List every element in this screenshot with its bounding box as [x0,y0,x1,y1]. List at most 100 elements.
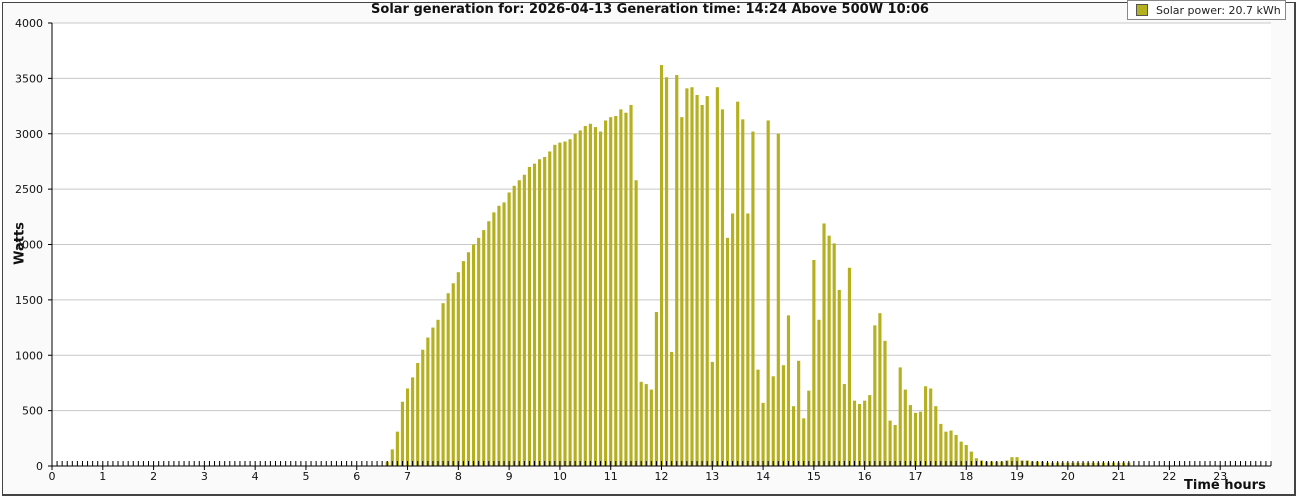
bar [797,360,801,466]
bar [700,104,704,467]
bar [563,141,567,466]
bar [522,174,526,467]
bar [852,400,857,466]
x-tick-label: 13 [705,470,719,483]
bar [593,127,598,467]
bar [878,313,882,466]
bar [944,431,948,466]
legend: Solar power: 20.7 kWh [1127,0,1286,20]
bar [659,65,664,466]
bar [665,77,669,467]
bar [817,319,821,466]
bar [456,272,460,466]
bar [913,412,918,466]
bar [598,131,603,467]
bar [822,223,826,466]
y-tick-label: 500 [22,405,43,418]
bar [715,87,719,467]
bar [614,116,618,466]
bar [588,123,592,466]
x-tick-label: 22 [1162,470,1176,483]
bar [761,402,765,466]
bar [934,406,938,466]
bar [507,192,511,466]
bar [710,361,714,466]
bar [705,96,709,466]
chart-title: Solar generation for: 2026-04-13 Generat… [371,2,929,17]
bar [487,221,491,466]
x-tick-label: 15 [807,470,821,483]
bar [969,451,973,466]
x-tick-label: 9 [506,470,513,483]
bar [578,130,582,466]
bar [649,389,653,466]
bar [527,166,532,466]
bar [482,230,486,466]
bar [924,386,928,466]
bar [497,205,501,467]
bar [492,212,496,466]
bar [863,400,867,466]
bar [400,401,405,466]
y-tick-label: 3000 [15,128,43,141]
bar [695,94,699,467]
bar [837,289,841,466]
bar [634,180,638,466]
bar [446,293,450,466]
bar [548,151,552,466]
y-axis-label: Watts [12,222,28,265]
y-tick-label: 2000 [15,239,43,252]
bar [898,367,902,466]
x-tick-label: 20 [1061,470,1075,483]
x-tick-label: 4 [252,470,259,483]
bar [441,303,445,466]
bar [903,389,907,466]
bar [954,434,958,466]
bar [624,112,628,467]
x-tick-label: 19 [1010,470,1024,483]
x-tick-label: 10 [553,470,567,483]
x-tick-label: 23 [1213,470,1227,483]
bar [746,213,750,466]
bar [405,388,410,466]
bar [477,237,481,466]
x-tick-label: 7 [404,470,411,483]
bar [771,376,775,466]
bar [416,363,420,466]
bar [604,120,608,467]
bar [847,267,851,466]
bar [685,88,689,466]
bar [517,180,521,466]
y-tick-label: 1500 [15,294,43,307]
bar [644,384,648,466]
bar [786,315,791,466]
x-tick-label: 2 [150,470,157,483]
bar [873,325,877,466]
bar [888,420,892,466]
bar [461,261,465,466]
bar [675,75,679,467]
bar [411,377,415,466]
x-tick-label: 17 [908,470,922,483]
bar [472,244,476,466]
bar [827,235,831,466]
bar [725,237,730,466]
bar [731,213,735,466]
x-tick-label: 8 [455,470,462,483]
bar [776,133,780,466]
bar [573,133,577,466]
bar [929,388,933,466]
y-tick-label: 3500 [15,72,43,85]
bar [426,337,430,466]
bar [766,120,770,467]
legend-entry-solar-power: Solar power: 20.7 kWh [1156,3,1281,17]
bar [680,117,684,466]
bar [451,283,455,466]
x-tick-label: 1 [99,470,106,483]
bar [751,131,755,467]
bar [756,369,760,466]
bar [959,441,963,466]
bar [939,423,943,466]
bar [964,444,968,466]
y-tick-label: 1000 [15,349,43,362]
